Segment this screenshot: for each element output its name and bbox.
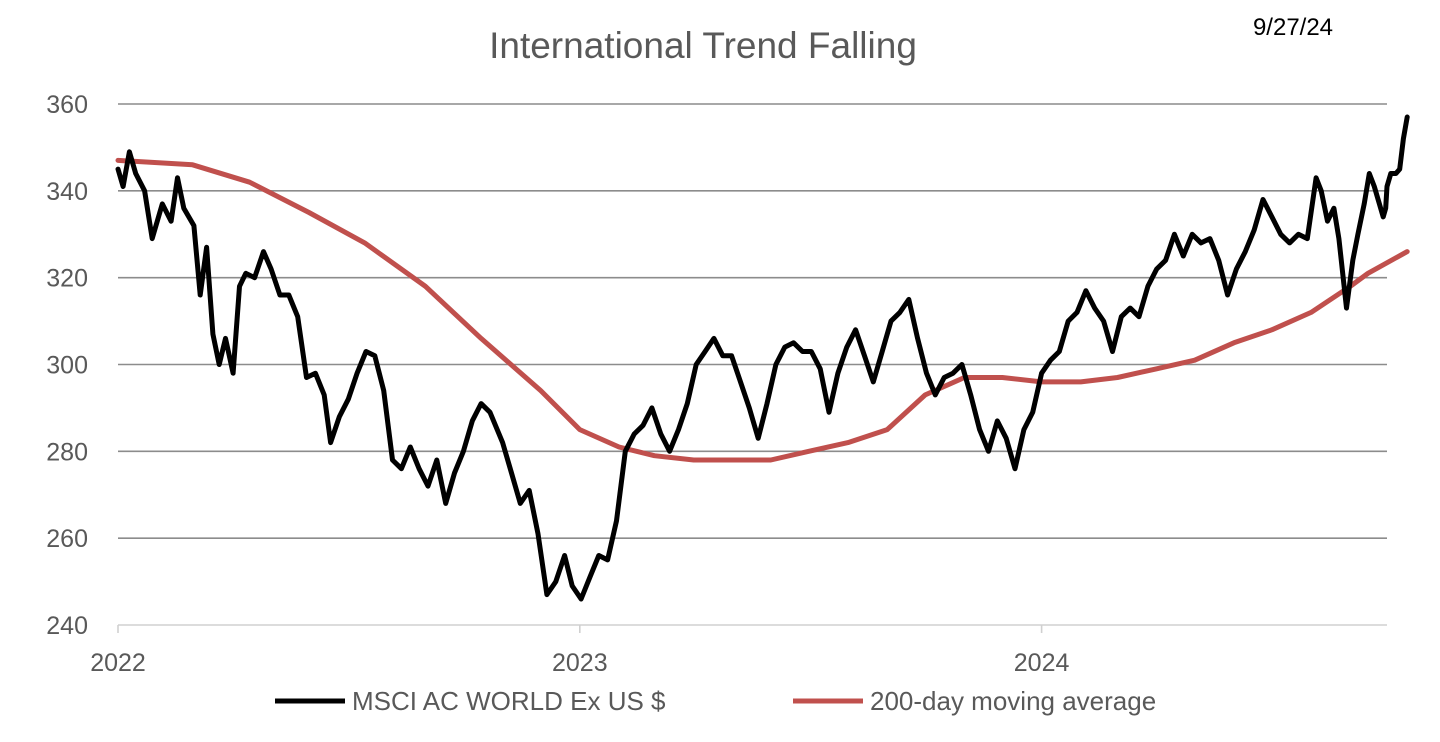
- legend: MSCI AC WORLD Ex US $ 200-day moving ave…: [275, 686, 1156, 716]
- y-tick-label-300: 300: [46, 352, 88, 380]
- y-tick-label-360: 360: [46, 91, 88, 119]
- y-tick-label-280: 280: [46, 438, 88, 466]
- y-tick-label-320: 320: [46, 265, 88, 293]
- x-axis-tick-labels: 2022 2023 2024: [90, 625, 1069, 677]
- x-tick-label-2023: 2023: [552, 649, 608, 677]
- x-tick-label-2024: 2024: [1014, 649, 1070, 677]
- series-lines: [115, 114, 1410, 602]
- legend-label-moving-average: 200-day moving average: [870, 686, 1156, 716]
- series-line-msci: [115, 114, 1410, 602]
- legend-label-msci: MSCI AC WORLD Ex US $: [352, 686, 666, 716]
- chart-title: International Trend Falling: [489, 25, 917, 66]
- series-line-moving-average: [115, 157, 1410, 463]
- gridlines: [118, 103, 1387, 626]
- x-tick-label-2022: 2022: [90, 649, 146, 677]
- chart-date-label: 9/27/24: [1253, 14, 1333, 41]
- y-tick-label-240: 240: [46, 612, 88, 640]
- y-tick-label-340: 340: [46, 178, 88, 206]
- y-axis-tick-labels: 240 260 280 300 320 340 360: [46, 91, 88, 640]
- y-tick-label-260: 260: [46, 525, 88, 553]
